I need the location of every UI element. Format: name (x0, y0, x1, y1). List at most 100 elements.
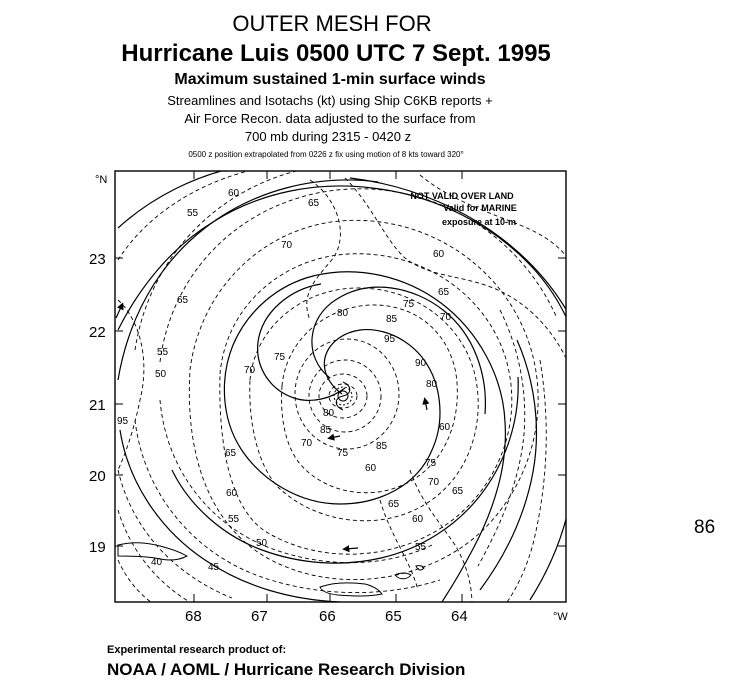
position-note: 0500 z position extrapolated from 0226 z… (188, 150, 464, 159)
streamline (117, 171, 224, 229)
isotach-label: 55 (157, 347, 169, 358)
subtitle-line-1: Streamlines and Isotachs (kt) using Ship… (167, 93, 493, 108)
lon-tick-label: 68 (185, 608, 202, 625)
isotach-contour (477, 309, 526, 567)
subtitle-line-2: Air Force Recon. data adjusted to the su… (184, 111, 476, 126)
marine-validity-notice: Valid for MARINE (443, 203, 517, 213)
isotach-label: 70 (301, 438, 313, 449)
isotach-contour (344, 177, 566, 359)
lon-tick-label: 67 (251, 608, 268, 625)
isotach-label: 95 (384, 334, 396, 345)
isotach-label: 70 (428, 477, 440, 488)
isotach-contour (134, 171, 299, 351)
isotach-contour (281, 304, 458, 494)
isotach-contour (409, 469, 473, 602)
streamline (119, 429, 341, 602)
isotach-label: 75 (274, 352, 286, 363)
isotach-label: 65 (308, 198, 320, 209)
exposure-notice: exposure at 10-m (442, 217, 516, 227)
isotach-contour (318, 373, 368, 419)
isotach-label: 70 (440, 312, 452, 323)
title-product: Maximum sustained 1-min surface winds (174, 71, 486, 88)
isotach-label: 75 (337, 448, 349, 459)
isotach-label: 80 (337, 308, 349, 319)
streamline (171, 376, 519, 564)
isotach-contour (249, 287, 479, 522)
isotach-label: 65 (177, 295, 189, 306)
streamline (529, 516, 566, 601)
isotach-label: 65 (438, 287, 450, 298)
isotach-label: 85 (386, 314, 398, 325)
isotach-label: 95 (117, 416, 129, 427)
streamline (117, 179, 379, 381)
isotach-contour (117, 559, 152, 602)
isotach-label: 65 (225, 448, 237, 459)
page-number: 86 (694, 517, 716, 538)
isotach-contour (379, 499, 419, 591)
isotach-label: 45 (208, 562, 220, 573)
streamline (223, 271, 507, 602)
title-line-1: OUTER MESH FOR (232, 11, 432, 36)
isotach-label: 70 (244, 365, 256, 376)
isotach-label: 90 (415, 358, 427, 369)
isotach-contour (419, 174, 566, 257)
isotach-label: 80 (426, 379, 438, 390)
longitude-unit-label: °W (553, 611, 568, 623)
lat-tick-label: 23 (89, 251, 106, 268)
isotach-label: 60 (433, 249, 445, 260)
isotach-label: 60 (439, 422, 451, 433)
lon-tick-label: 65 (385, 608, 402, 625)
isotach-label: 50 (155, 369, 167, 380)
isotach-label: 80 (323, 408, 335, 419)
isotach-contour (188, 219, 539, 581)
isotach-label: 60 (228, 188, 240, 199)
isotach-contour (134, 419, 441, 593)
streamline (479, 339, 538, 591)
isotach-label: 65 (452, 486, 464, 497)
title-storm-name: Hurricane Luis 0500 UTC 7 Sept. 1995 (121, 40, 551, 67)
lat-tick-label: 21 (89, 397, 106, 414)
streamline (117, 185, 566, 331)
streamline-arrow (327, 433, 341, 441)
subtitle-line-3: 700 mb during 2315 - 0420 z (244, 129, 412, 144)
isotach-contour (328, 383, 358, 409)
lon-tick-label: 64 (451, 608, 468, 625)
streamline-arrow (115, 302, 124, 319)
isotach-contour (506, 359, 547, 602)
isotach-contour (117, 469, 233, 599)
streamline-arrow (422, 397, 430, 411)
isotach-contour (117, 299, 145, 471)
isotach-label: 40 (151, 557, 163, 568)
credit-organization: NOAA / AOML / Hurricane Research Divisio… (107, 660, 466, 679)
isotach-contour (294, 338, 400, 450)
isotach-label: 85 (320, 425, 332, 436)
streamline-arrow (342, 545, 359, 553)
isotach-contour (159, 188, 557, 363)
isotach-label: 55 (187, 208, 199, 219)
isotach-label: 50 (256, 538, 268, 549)
isotach-contour (306, 179, 341, 321)
land-validity-notice: NOT VALID OVER LAND (410, 191, 514, 201)
isotach-label: 60 (365, 463, 377, 474)
puerto-rico-coast (319, 582, 383, 597)
isotach-contour (308, 359, 382, 433)
isotach-label: 55 (228, 514, 240, 525)
lat-tick-label: 19 (89, 539, 106, 556)
latitude-unit-label: °N (95, 174, 107, 186)
lon-tick-label: 66 (319, 608, 336, 625)
isotach-contour (219, 253, 513, 555)
streamline (257, 283, 346, 401)
isotach-label: 60 (412, 514, 424, 525)
streamline (349, 177, 566, 311)
streamline (311, 286, 486, 415)
map-frame (114, 170, 567, 603)
isotach-label: 60 (226, 488, 238, 499)
storm-center-marker (333, 381, 353, 411)
isotach-label: 65 (388, 499, 400, 510)
isotach-label: 70 (281, 240, 293, 251)
isotach-label: 75 (403, 299, 415, 310)
lat-tick-label: 22 (89, 324, 106, 341)
isotach-label: 85 (376, 441, 388, 452)
isotach-label: 75 (425, 458, 437, 469)
